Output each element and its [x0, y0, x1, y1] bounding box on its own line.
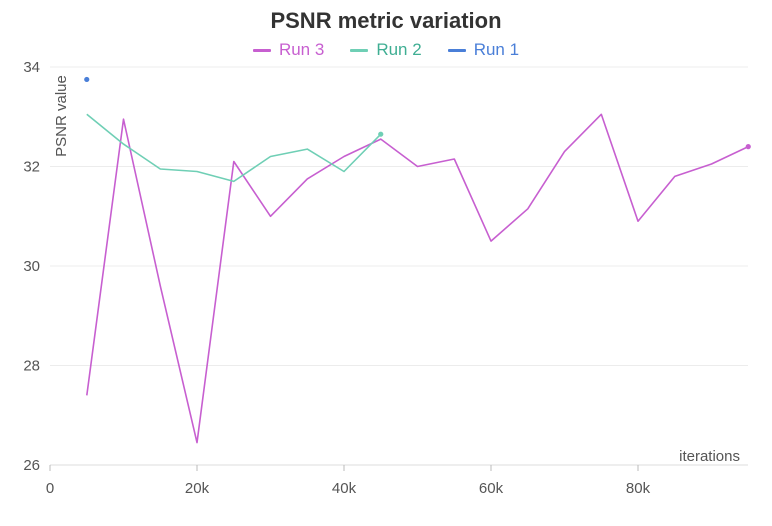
series-line-run-2	[86, 113, 382, 183]
chart-title: PSNR metric variation	[270, 8, 502, 33]
y-tick-label: 30	[23, 258, 40, 275]
grid-lines	[50, 66, 748, 466]
series-line-run-3	[86, 113, 749, 444]
y-tick-label: 32	[23, 159, 40, 176]
legend-label-run-3: Run 3	[278, 40, 325, 59]
legend-item-run-3[interactable]: Run 3	[252, 40, 325, 60]
y-tick-label: 26	[23, 457, 40, 474]
y-tick-label: 28	[23, 358, 40, 375]
x-tick-label: 80k	[626, 480, 651, 497]
legend-item-run-2[interactable]: Run 2	[350, 40, 422, 60]
legend-label-run-2: Run 2	[376, 40, 422, 59]
x-tick-label: 40k	[332, 480, 357, 497]
y-axis-label: PSNR value	[53, 75, 70, 157]
series-point-run-3[interactable]	[745, 144, 751, 150]
legend: Run 3 Run 2 Run 1	[0, 40, 772, 60]
y-tick-label: 34	[23, 59, 40, 76]
series-point-run-2[interactable]	[378, 131, 384, 137]
axes: 26 28 30 32 34 0 20k 40k 60k 80k	[23, 59, 748, 497]
legend-swatch-run-3	[252, 48, 271, 52]
x-axis-label: iterations	[679, 448, 740, 465]
legend-item-run-1[interactable]: Run 1	[447, 40, 520, 60]
legend-swatch-run-1	[447, 48, 466, 52]
series-lines	[84, 76, 751, 444]
legend-swatch-run-2	[350, 48, 369, 52]
x-tick-label: 20k	[185, 480, 210, 497]
legend-label-run-1: Run 1	[473, 40, 520, 59]
x-tick-label: 0	[46, 480, 54, 497]
x-tick-label: 60k	[479, 480, 504, 497]
series-point-run-1[interactable]	[84, 76, 90, 83]
